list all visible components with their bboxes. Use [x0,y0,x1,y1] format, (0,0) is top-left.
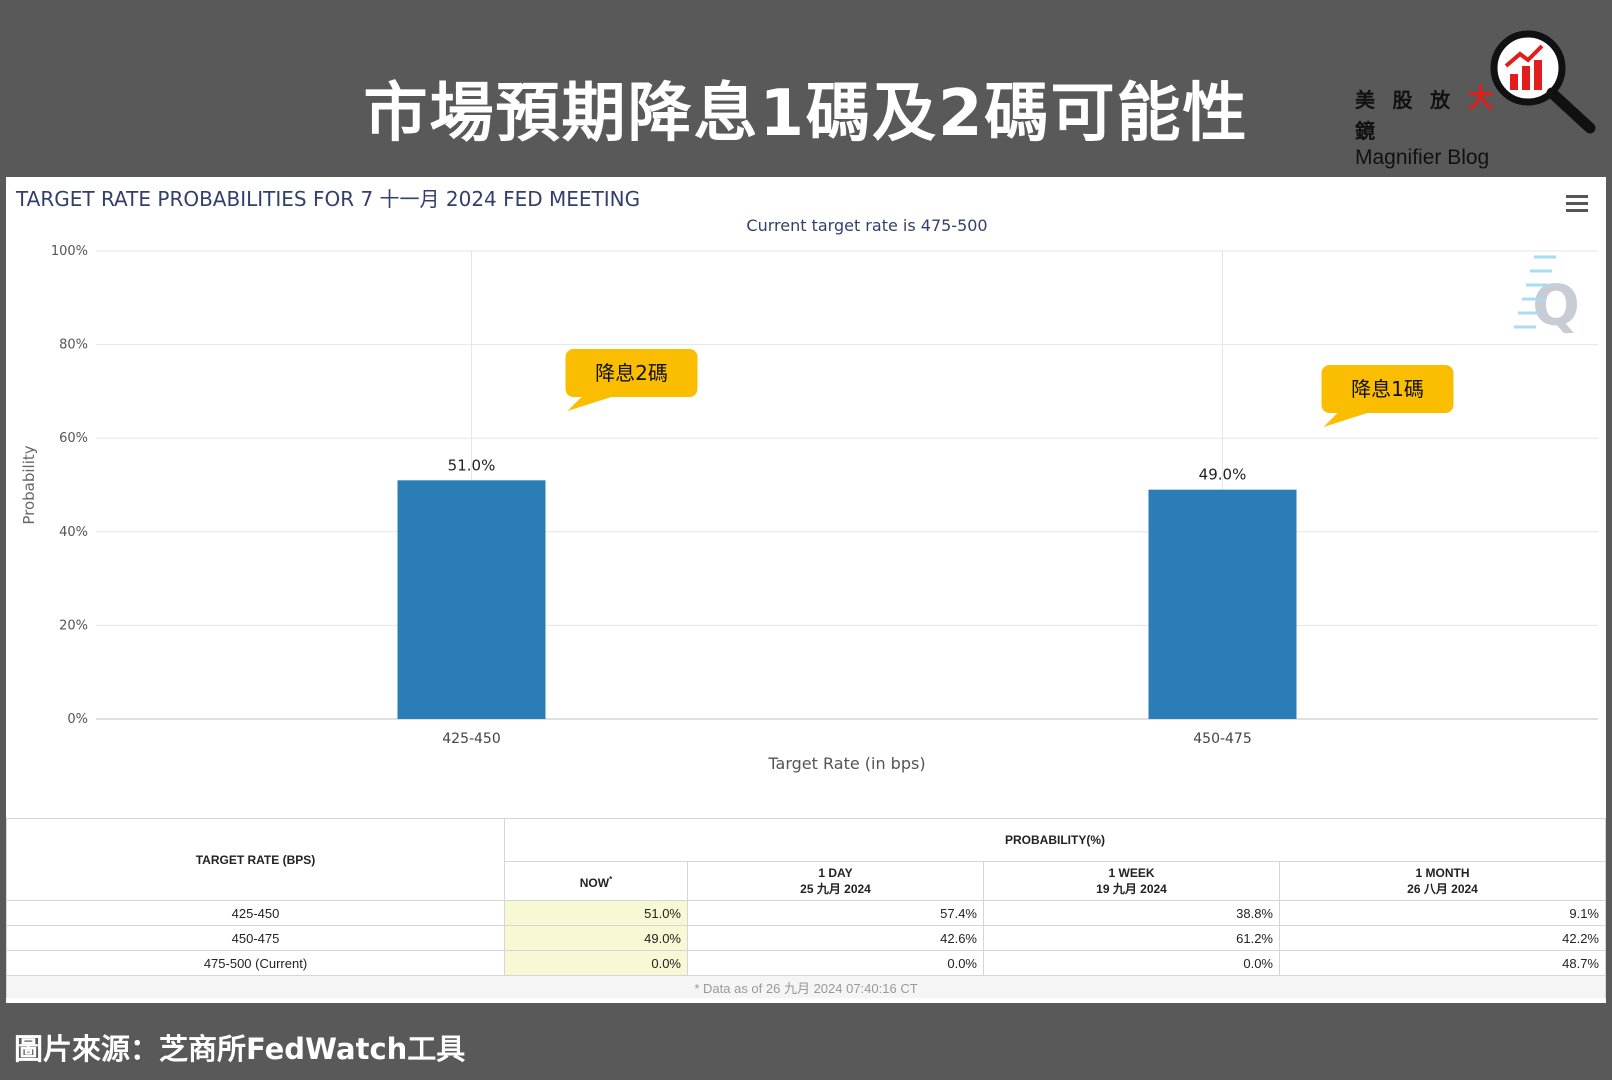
row-1month: 48.7% [1279,950,1606,976]
row-rate: 450-475 [6,925,505,951]
col-1month: 1 MONTH 26 八月 2024 [1279,861,1606,901]
y-axis-title: Probability [20,445,38,524]
callout-pointer [567,395,618,411]
x-axis-title: Target Rate (in bps) [767,754,925,773]
row-1week: 0.0% [983,950,1280,976]
brand-cn-accent: 大 [1467,83,1500,113]
row-1month: 42.2% [1279,925,1606,951]
y-tick-label: 20% [59,618,88,633]
brand-cn: 美 股 放 大 鏡 [1355,78,1515,144]
table-row: 450-475 49.0% 42.6% 61.2% 42.2% [6,925,1606,951]
bar [397,480,546,719]
x-tick-label: 450-475 [1193,731,1252,747]
col-1day: 1 DAY 25 九月 2024 [687,861,984,901]
row-now: 0.0% [504,950,688,976]
chart-panel: Current target rate is 475-500 0% 20% 40% 60… [6,177,1606,1003]
table-footnote-row: * Data as of 26 九月 2024 07:40:16 CT [6,975,1606,998]
row-1week: 38.8% [983,900,1280,926]
row-rate: 475-500 (Current) [6,950,505,976]
headline: 市場預期降息1碼及2碼可能性 [363,77,1249,151]
callout-text: 降息1碼 [1351,377,1424,401]
row-1day: 42.6% [687,925,984,951]
x-tick-label: 425-450 [442,731,501,747]
y-tick-label: 60% [59,431,88,446]
data-label: 51.0% [448,456,496,474]
y-tick-label: 80% [59,338,88,353]
col-now-sup: * [609,874,613,884]
col-1week-date: 19 九月 2024 [1096,882,1167,896]
brand-en: Magnifier Blog [1355,146,1490,169]
y-tick-label: 40% [59,525,88,540]
brand-cn-suffix: 鏡 [1355,121,1381,143]
row-1day: 0.0% [687,950,984,976]
magnifier-logo-icon [1490,30,1596,134]
bar [1148,489,1297,719]
callout-box [565,349,698,397]
y-tick-label: 0% [67,712,88,727]
brand-logo: 美 股 放 大 鏡 Magnifier Blog [1355,78,1515,170]
image-source: 圖片來源：芝商所FedWatch工具 [14,1032,466,1066]
footnote: * Data as of 26 九月 2024 07:40:16 CT [6,975,1606,998]
col-1month-label: 1 MONTH [1415,866,1470,880]
callout-pointer [1323,411,1374,427]
chart-subtitle: Current target rate is 475-500 [746,216,987,235]
rate-header: TARGET RATE (BPS) [6,818,505,901]
table-row: 475-500 (Current) 0.0% 0.0% 0.0% 48.7% [6,950,1606,976]
row-1day: 57.4% [687,900,984,926]
col-now-label: NOW [579,875,610,890]
col-1month-date: 26 八月 2024 [1407,882,1478,896]
probability-header: PROBABILITY(%) [504,818,1606,862]
brand-cn-prefix: 美 股 放 [1355,90,1468,112]
col-1week-label: 1 WEEK [1108,866,1155,880]
row-1month: 9.1% [1279,900,1606,926]
row-1week: 61.2% [983,925,1280,951]
chart-title: TARGET RATE PROBABILITIES FOR 7 十一月 2024… [16,187,641,211]
row-now: 49.0% [504,925,688,951]
callout-box [1321,365,1454,413]
row-rate: 425-450 [6,900,505,926]
hamburger-menu-icon[interactable] [1566,195,1588,213]
callout-text: 降息2碼 [595,361,668,385]
bar-chart: Current target rate is 475-500 0% 20% 40% 60… [20,216,1598,773]
row-now: 51.0% [504,900,688,926]
col-1day-label: 1 DAY [818,866,853,880]
col-now: NOW* [504,861,688,901]
col-1week: 1 WEEK 19 九月 2024 [983,861,1280,901]
probability-table: TARGET RATE (BPS) PROBABILITY(%) NOW* 1 … [6,818,1606,998]
data-label: 49.0% [1199,466,1247,484]
table-row: 425-450 51.0% 57.4% 38.8% 9.1% [6,900,1606,926]
col-1day-date: 25 九月 2024 [800,882,871,896]
y-tick-label: 100% [51,244,88,259]
